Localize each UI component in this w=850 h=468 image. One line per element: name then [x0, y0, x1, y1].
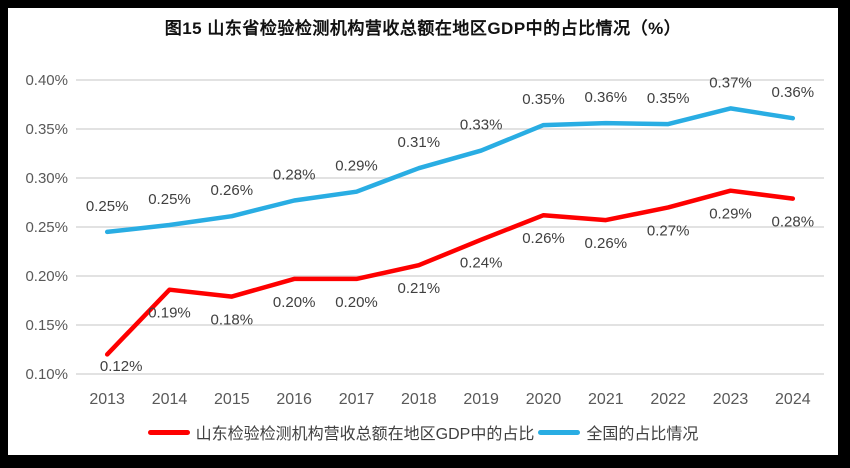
legend-label-shandong: 山东检验检测机构营收总额在地区GDP中的占比: [195, 426, 535, 443]
chart-title: 图15 山东省检验检测机构营收总额在地区GDP中的占比情况（%）: [164, 19, 682, 38]
data-label-shandong: 0.26%: [522, 230, 565, 247]
data-label-national: 0.26%: [211, 182, 254, 199]
y-axis-tick-label: 0.10%: [25, 366, 68, 383]
legend-item-shandong: 山东检验检测机构营收总额在地区GDP中的占比: [147, 420, 535, 444]
x-axis-tick-label: 2015: [214, 391, 250, 408]
data-label-national: 0.28%: [273, 167, 316, 184]
data-label-shandong: 0.18%: [211, 312, 254, 329]
data-label-national: 0.29%: [335, 158, 378, 175]
data-label-national: 0.31%: [398, 134, 441, 151]
data-label-national: 0.37%: [709, 74, 752, 91]
data-label-shandong: 0.20%: [335, 294, 378, 311]
x-axis-tick-label: 2019: [463, 391, 499, 408]
series-line-shandong: [104, 188, 796, 357]
data-label-shandong: 0.19%: [148, 305, 191, 322]
plot-area: 0.40% 0.35% 0.30% 0.25% 0.20% 0.15% 0.10% 2013 2…: [25, 72, 824, 408]
data-label-shandong: 0.12%: [100, 358, 143, 375]
x-axis-tick-label: 2018: [401, 391, 437, 408]
data-label-shandong: 0.21%: [398, 280, 441, 297]
data-label-national: 0.25%: [86, 198, 129, 215]
x-axis-tick-label: 2013: [89, 391, 125, 408]
x-axis-tick-label: 2017: [339, 391, 375, 408]
data-label-shandong: 0.24%: [460, 255, 503, 272]
data-label-shandong: 0.27%: [647, 222, 690, 239]
x-axis-tick-label: 2023: [713, 391, 749, 408]
data-label-national: 0.35%: [522, 91, 565, 108]
legend-swatch-shandong: [147, 429, 190, 435]
x-axis-tick-label: 2014: [152, 391, 188, 408]
data-label-national: 0.36%: [772, 84, 815, 101]
data-label-national: 0.25%: [148, 191, 191, 208]
y-axis-tick-label: 0.20%: [25, 268, 68, 285]
y-axis-tick-label: 0.30%: [25, 170, 68, 187]
legend-label-national: 全国的占比情况: [586, 426, 699, 443]
series-line-national: [104, 106, 796, 235]
data-label-shandong: 0.28%: [772, 214, 815, 231]
data-label-national: 0.36%: [585, 89, 628, 106]
x-axis-tick-label: 2021: [588, 391, 624, 408]
data-label-shandong: 0.29%: [709, 206, 752, 223]
x-axis-tick-label: 2016: [276, 391, 312, 408]
legend-item-national: 全国的占比情况: [538, 420, 698, 444]
y-axis-tick-label: 0.15%: [25, 317, 68, 334]
data-label-national: 0.33%: [460, 117, 503, 134]
legend-swatch-national: [538, 429, 581, 435]
y-axis-tick-label: 0.35%: [25, 121, 68, 138]
x-axis-tick-label: 2024: [775, 391, 811, 408]
chart-canvas: 图15 山东省检验检测机构营收总额在地区GDP中的占比情况（%） 0.40% 0.…: [8, 8, 838, 455]
data-label-shandong: 0.26%: [585, 235, 628, 252]
y-axis-tick-label: 0.40%: [25, 72, 68, 89]
x-axis-tick-label: 2022: [650, 391, 686, 408]
data-label-shandong: 0.20%: [273, 294, 316, 311]
data-label-national: 0.35%: [647, 90, 690, 107]
x-axis-tick-label: 2020: [526, 391, 562, 408]
y-axis-tick-label: 0.25%: [25, 219, 68, 236]
chart-legend: 山东检验检测机构营收总额在地区GDP中的占比 全国的占比情况: [8, 420, 838, 444]
